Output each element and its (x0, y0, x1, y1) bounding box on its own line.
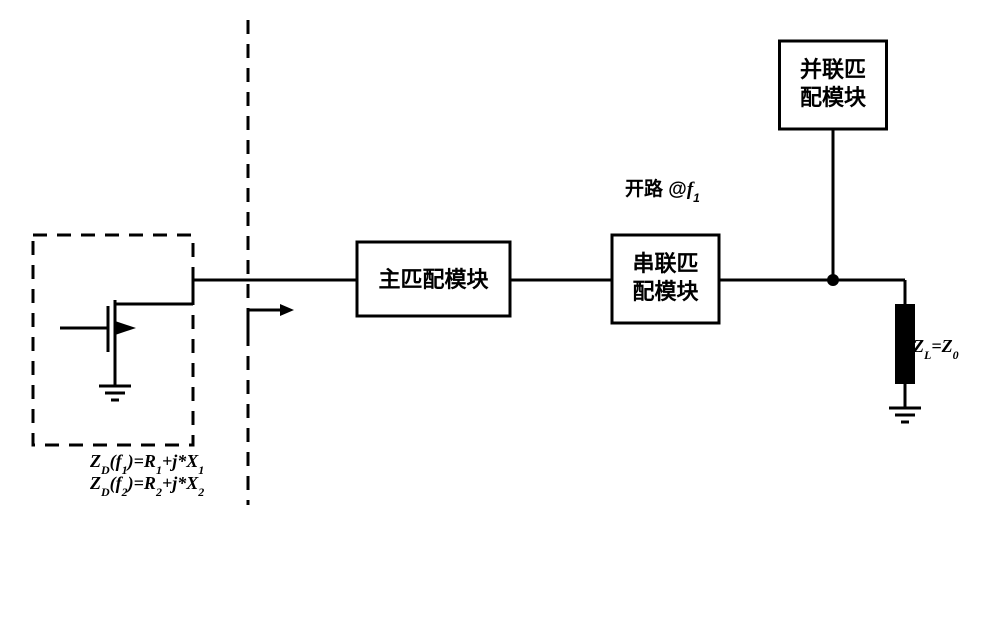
load-resistor (895, 304, 915, 384)
main-match-label: 主匹配模块 (378, 267, 489, 292)
svg-text:配模块: 配模块 (800, 85, 867, 110)
circuit-diagram: 主匹配模块串联匹配模块并联匹配模块开路 @f1ZL=Z0ZD(f1)=R1+j*… (0, 0, 1000, 619)
svg-text:并联匹: 并联匹 (800, 57, 866, 82)
svg-text:串联匹: 串联匹 (632, 251, 698, 276)
svg-text:配模块: 配模块 (632, 279, 699, 304)
